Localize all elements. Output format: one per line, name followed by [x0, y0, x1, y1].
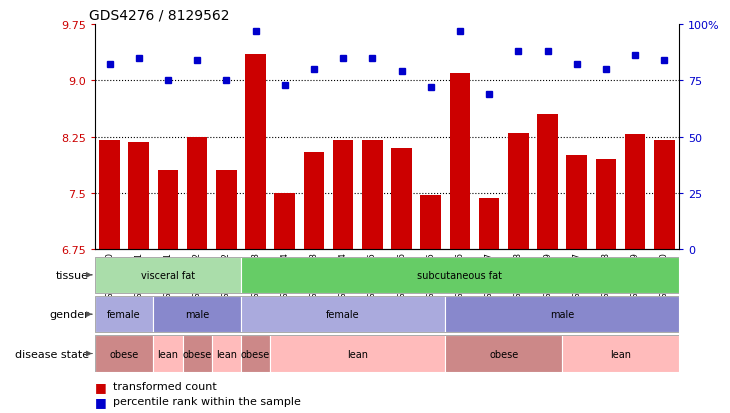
Text: subcutaneous fat: subcutaneous fat — [418, 270, 502, 280]
Bar — [508, 133, 529, 250]
Bar — [241, 297, 445, 332]
Bar — [153, 336, 182, 372]
Text: GDS4276 / 8129562: GDS4276 / 8129562 — [89, 8, 229, 22]
Bar — [153, 297, 241, 332]
Bar — [654, 141, 675, 250]
Text: gender: gender — [50, 309, 89, 319]
Bar — [95, 297, 153, 332]
Text: tissue: tissue — [56, 270, 89, 280]
Bar — [333, 141, 353, 250]
Bar — [445, 336, 562, 372]
Bar — [187, 138, 207, 250]
Bar — [182, 336, 212, 372]
Text: female: female — [107, 309, 141, 319]
Bar — [99, 141, 120, 250]
Bar — [537, 115, 558, 250]
Bar — [216, 171, 237, 250]
Bar — [566, 156, 587, 250]
Text: lean: lean — [158, 349, 178, 358]
Text: ■: ■ — [95, 395, 107, 408]
Bar — [479, 198, 499, 250]
Text: percentile rank within the sample: percentile rank within the sample — [113, 396, 301, 406]
Text: obese: obese — [110, 349, 139, 358]
Bar — [212, 336, 241, 372]
Bar — [274, 194, 295, 250]
Text: ■: ■ — [95, 380, 107, 393]
Bar — [362, 141, 383, 250]
Bar — [95, 257, 679, 293]
Bar — [304, 152, 324, 250]
Bar — [420, 195, 441, 250]
Text: lean: lean — [216, 349, 237, 358]
Bar — [241, 336, 270, 372]
Bar — [95, 257, 241, 293]
Text: obese: obese — [182, 349, 212, 358]
Bar — [241, 257, 679, 293]
Text: disease state: disease state — [15, 349, 89, 358]
Text: male: male — [550, 309, 575, 319]
Bar — [445, 297, 679, 332]
Text: lean: lean — [610, 349, 631, 358]
Bar — [95, 336, 679, 372]
Bar — [270, 336, 445, 372]
Text: obese: obese — [241, 349, 270, 358]
Text: obese: obese — [489, 349, 518, 358]
Text: male: male — [185, 309, 210, 319]
Bar — [95, 336, 153, 372]
Bar — [128, 142, 149, 250]
Text: female: female — [326, 309, 360, 319]
Bar — [450, 74, 470, 250]
Bar — [625, 135, 645, 250]
Bar — [245, 55, 266, 250]
Text: lean: lean — [347, 349, 368, 358]
Text: visceral fat: visceral fat — [141, 270, 195, 280]
Text: transformed count: transformed count — [113, 381, 217, 391]
Bar — [95, 297, 679, 332]
Bar — [562, 336, 679, 372]
Bar — [596, 160, 616, 250]
Bar — [391, 149, 412, 250]
Bar — [158, 171, 178, 250]
